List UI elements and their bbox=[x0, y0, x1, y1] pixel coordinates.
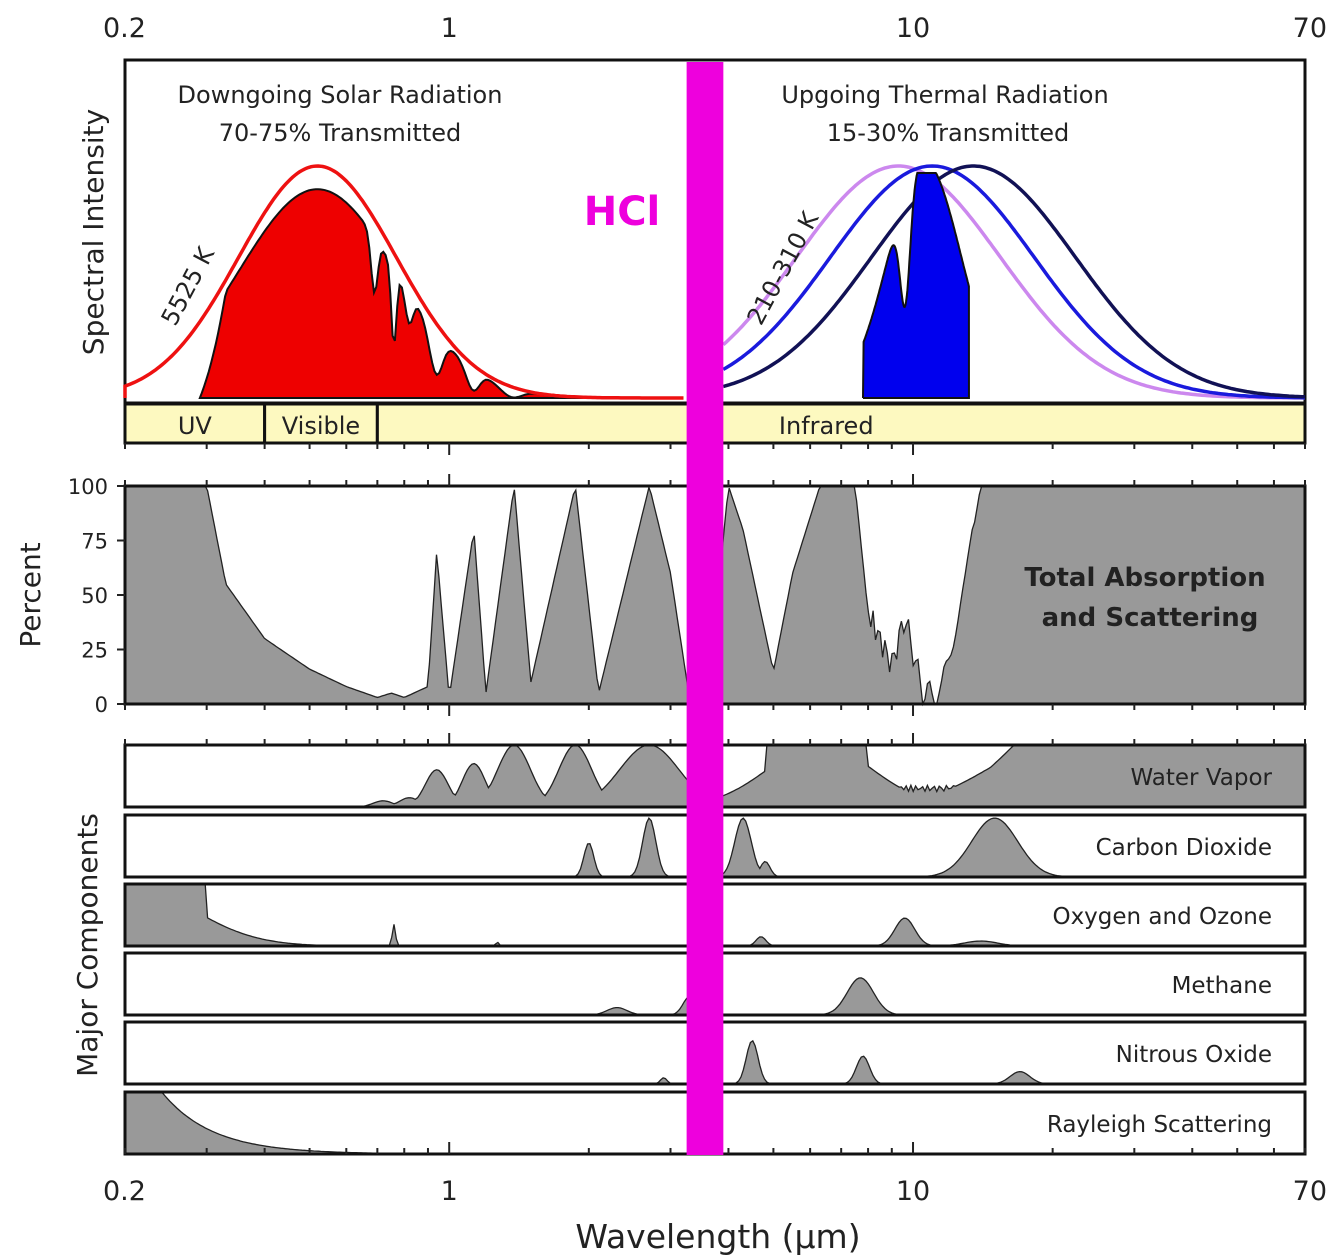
total-y-label: Percent bbox=[14, 542, 47, 647]
y-tick-label: 25 bbox=[81, 639, 108, 663]
component-label: Water Vapor bbox=[1131, 765, 1273, 791]
y-tick-label: 0 bbox=[95, 693, 108, 717]
band-label: Infrared bbox=[779, 412, 874, 440]
hcl-label: HCl bbox=[584, 189, 661, 235]
spectrum-y-label: Spectral Intensity bbox=[77, 109, 110, 355]
spectrum-panel: Spectral Intensity Downgoing Solar Radia… bbox=[77, 58, 1307, 455]
top-tick-label: 10 bbox=[896, 13, 930, 44]
thermal-transmitted-area bbox=[862, 172, 970, 399]
total-panel: 0 25 50 75 100 Percent Total Absorption and … bbox=[14, 474, 1307, 717]
bottom-tick-label: 10 bbox=[896, 1176, 930, 1207]
thermal-subtitle: 15-30% Transmitted bbox=[827, 119, 1069, 147]
band-infrared bbox=[375, 402, 1307, 445]
band-label: Visible bbox=[282, 412, 360, 440]
components-y-label: Major Components bbox=[71, 813, 104, 1077]
top-tick-label: 70 bbox=[1293, 13, 1327, 44]
bottom-tick-label: 1 bbox=[441, 1176, 458, 1207]
thermal-blackbody-curve bbox=[722, 164, 1305, 400]
top-x-tick-labels: 0.2 1 10 70 bbox=[103, 13, 1327, 44]
solar-subtitle: 70-75% Transmitted bbox=[219, 119, 461, 147]
y-tick-label: 75 bbox=[81, 530, 108, 554]
component-label: Methane bbox=[1172, 973, 1272, 999]
top-tick-label: 0.2 bbox=[103, 13, 146, 44]
component-label: Rayleigh Scattering bbox=[1047, 1112, 1272, 1138]
total-y-ticks: 0 25 50 75 100 bbox=[68, 474, 1306, 717]
hcl-highlight-band bbox=[686, 62, 724, 1155]
bottom-x-tick-labels: 0.2 1 10 70 bbox=[103, 1176, 1327, 1207]
component-label: Nitrous Oxide bbox=[1116, 1042, 1272, 1068]
component-label: Carbon Dioxide bbox=[1096, 835, 1272, 861]
total-title-line1: Total Absorption bbox=[1024, 563, 1265, 593]
thermal-blackbody-curve bbox=[722, 164, 1305, 400]
y-tick-label: 50 bbox=[81, 584, 108, 608]
band-strip: UV Visible Infrared bbox=[123, 402, 1307, 455]
spectrum-marks bbox=[123, 164, 1306, 400]
x-axis-label: Wavelength (μm) bbox=[575, 1217, 860, 1256]
total-title-line2: and Scattering bbox=[1042, 603, 1259, 633]
thermal-curve-label: 210-310 K bbox=[742, 206, 825, 329]
top-tick-label: 1 bbox=[441, 13, 458, 44]
bottom-tick-label: 0.2 bbox=[103, 1176, 146, 1207]
y-tick-label: 100 bbox=[68, 475, 108, 499]
band-uv bbox=[123, 402, 267, 445]
band-label: UV bbox=[178, 412, 213, 440]
thermal-blackbody-curve bbox=[722, 164, 1306, 399]
solar-blackbody-curve bbox=[123, 164, 684, 400]
solar-title: Downgoing Solar Radiation bbox=[178, 81, 503, 109]
component-label: Oxygen and Ozone bbox=[1052, 904, 1272, 930]
solar-curve-label: 5525 K bbox=[156, 241, 221, 330]
bottom-tick-label: 70 bbox=[1293, 1176, 1327, 1207]
thermal-title: Upgoing Thermal Radiation bbox=[781, 81, 1108, 109]
